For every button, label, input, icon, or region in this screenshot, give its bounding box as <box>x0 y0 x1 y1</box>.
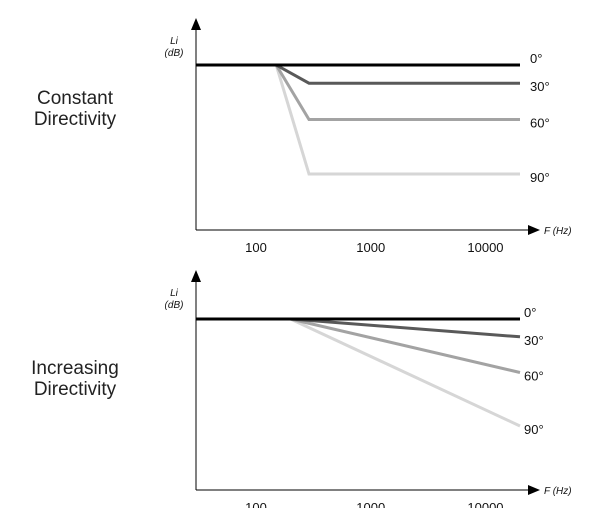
series-label: 90° <box>524 422 544 437</box>
y-axis-unit: (dB) <box>165 300 184 311</box>
chart-panel-0: Li(dB) F (Hz) 100 1000 10000 0° 30° 60° 90° <box>165 18 572 255</box>
series-label: 0° <box>530 51 542 66</box>
y-axis-arrow <box>191 270 201 282</box>
y-axis-unit: (dB) <box>165 48 184 59</box>
row-label-increasing: Increasing Directivity <box>0 358 150 400</box>
series-label: 30° <box>524 333 544 348</box>
x-axis-label: F (Hz) <box>544 226 572 237</box>
y-axis-arrow <box>191 18 201 30</box>
row-label-constant: Constant Directivity <box>0 88 150 130</box>
row-label-line-2: Directivity <box>33 109 117 130</box>
y-axis-label: Li <box>170 288 179 299</box>
row-label-line-1: Increasing <box>31 358 119 379</box>
x-tick-label: 1000 <box>356 240 385 255</box>
series-label: 60° <box>524 369 544 384</box>
x-tick-label: 1000 <box>356 500 385 508</box>
chart-panel-1: Li(dB) F (Hz) 100 1000 10000 0° 30° 60° 90° <box>165 270 572 508</box>
x-tick-label: 10000 <box>467 500 503 508</box>
x-tick-label: 100 <box>245 500 267 508</box>
series-label: 0° <box>524 305 536 320</box>
x-tick-label: 10000 <box>467 240 503 255</box>
x-axis-arrow <box>528 485 540 495</box>
row-label-line-2: Directivity <box>33 379 117 400</box>
series-line-1 <box>196 63 520 85</box>
y-axis-label: Li <box>170 36 179 47</box>
series-line-2 <box>196 317 521 374</box>
series-label: 60° <box>530 115 550 130</box>
series-line-2 <box>196 63 520 121</box>
series-label: 90° <box>530 170 550 185</box>
x-axis-arrow <box>528 225 540 235</box>
x-axis-label: F (Hz) <box>544 486 572 497</box>
series-label: 30° <box>530 79 550 94</box>
row-label-line-1: Constant <box>36 88 114 109</box>
x-tick-label: 100 <box>245 240 267 255</box>
